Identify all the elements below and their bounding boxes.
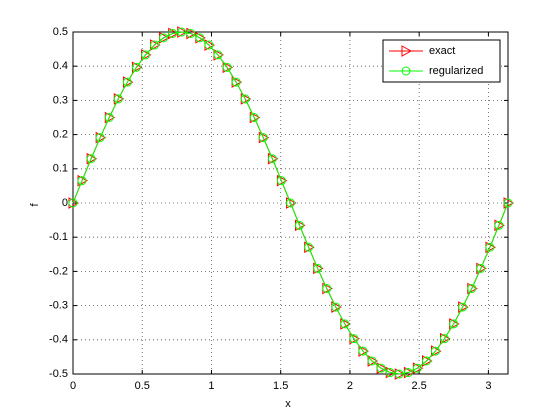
marker — [68, 198, 78, 208]
marker — [401, 45, 413, 57]
marker — [159, 33, 169, 43]
marker — [141, 50, 151, 60]
y-tick-label: 0.5 — [53, 26, 68, 38]
marker — [204, 40, 214, 50]
y-tick-label: 0 — [62, 197, 68, 209]
marker — [503, 198, 513, 208]
marker — [104, 113, 114, 122]
marker — [77, 176, 87, 186]
marker — [467, 284, 477, 293]
marker — [349, 334, 359, 344]
y-tick-label: -0.1 — [49, 231, 68, 243]
x-axis-label: x — [285, 398, 291, 410]
marker — [367, 356, 377, 366]
marker — [331, 302, 341, 312]
x-tick-label: 0 — [70, 380, 76, 392]
y-tick-label: 0.4 — [53, 60, 68, 72]
marker — [322, 284, 332, 293]
marker — [195, 33, 205, 43]
marker — [313, 263, 323, 273]
legend-label: regularized — [429, 65, 483, 77]
marker — [494, 220, 504, 230]
marker — [122, 77, 132, 87]
marker — [258, 133, 268, 143]
legend: exact regularized — [382, 39, 501, 83]
marker — [295, 220, 305, 230]
marker — [403, 368, 413, 378]
marker — [222, 62, 232, 72]
x-tick-label: 1.5 — [273, 380, 288, 392]
marker — [249, 113, 259, 122]
marker — [304, 242, 314, 252]
y-tick-label: -0.4 — [49, 334, 68, 346]
y-tick-label: 0.3 — [53, 94, 68, 106]
series-line — [72, 31, 509, 375]
marker — [376, 363, 386, 373]
y-tick-label: -0.5 — [49, 368, 68, 380]
marker — [394, 369, 404, 379]
marker — [240, 94, 250, 104]
x-tick-label: 1 — [208, 380, 214, 392]
marker — [449, 319, 459, 329]
marker — [131, 62, 141, 72]
marker — [231, 77, 241, 87]
marker — [186, 28, 196, 38]
x-tick-label: 2 — [347, 380, 353, 392]
marker — [113, 94, 123, 104]
marker — [412, 363, 422, 373]
marker — [276, 176, 286, 186]
marker — [385, 368, 395, 378]
marker — [150, 40, 160, 50]
y-axis-label: f — [29, 203, 41, 207]
marker — [431, 346, 440, 356]
x-tick-label: 0.5 — [135, 380, 150, 392]
series — [68, 27, 513, 379]
x-tick-label: 2.5 — [412, 380, 427, 392]
marker — [86, 154, 96, 164]
marker — [421, 356, 431, 366]
marker — [213, 50, 223, 60]
y-tick-label: -0.3 — [49, 300, 68, 312]
marker — [168, 28, 178, 38]
marker — [485, 242, 495, 252]
legend-label: exact — [429, 45, 455, 57]
y-tick-label: 0.2 — [53, 129, 68, 141]
marker — [358, 346, 368, 356]
marker — [458, 302, 468, 312]
y-tick-label: 0.1 — [53, 163, 68, 175]
marker — [340, 319, 350, 329]
marker — [476, 263, 486, 273]
marker — [286, 198, 296, 208]
marker — [177, 27, 187, 37]
x-tick-label: 3 — [485, 380, 491, 392]
marker — [401, 66, 411, 76]
marker — [95, 133, 105, 143]
y-tick-label: -0.2 — [49, 265, 68, 277]
marker — [267, 154, 277, 164]
marker — [440, 334, 450, 344]
